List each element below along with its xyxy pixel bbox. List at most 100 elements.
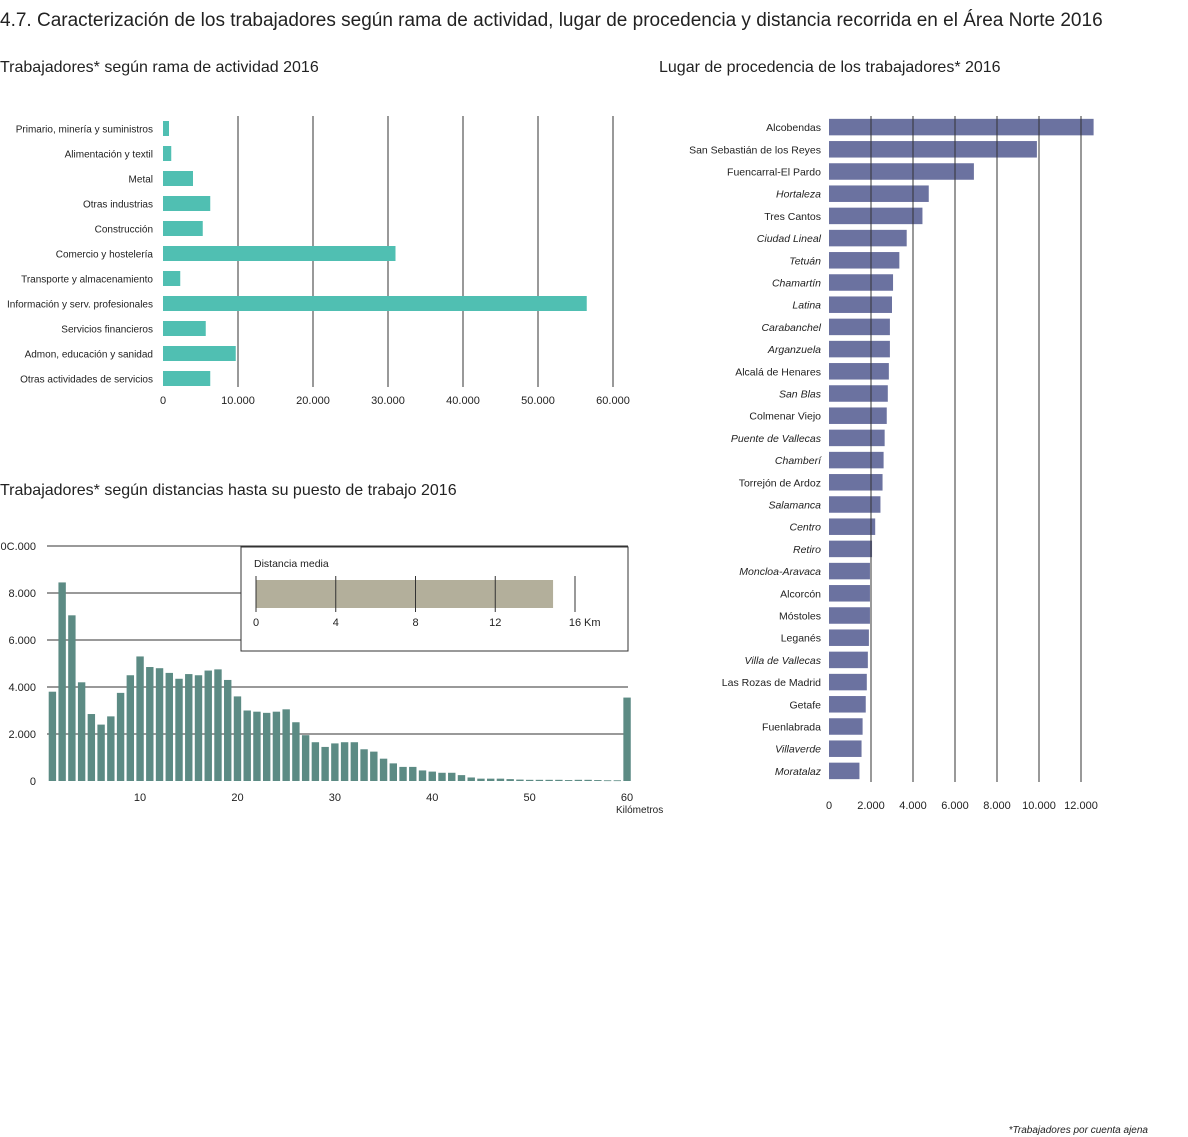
- distance-bar: [623, 697, 631, 781]
- distance-bar: [126, 675, 135, 781]
- origin-bar: [829, 718, 863, 735]
- distance-bar: [496, 778, 505, 781]
- origin-bar: [829, 629, 869, 646]
- distance-bar: [399, 766, 407, 781]
- activity-category-label: Otras industrias: [83, 200, 153, 211]
- origin-category-label: Latina: [792, 300, 821, 312]
- activity-category-label: Construcción: [95, 225, 153, 236]
- origin-category-label: Alcobendas: [766, 122, 821, 134]
- distance-bar: [301, 735, 310, 781]
- activity-bar: [163, 346, 236, 361]
- origin-category-label: Villa de Vallecas: [745, 655, 822, 667]
- origin-chart-title: Lugar de procedencia de los trabajadores…: [659, 59, 1001, 76]
- activity-x-tick-label: 20.000: [296, 395, 330, 407]
- distance-bar: [428, 771, 436, 781]
- origin-category-label: Getafe: [789, 699, 821, 711]
- origin-bar: [829, 318, 890, 336]
- activity-bar: [163, 271, 181, 286]
- origin-category-label: Torrejón de Ardoz: [739, 477, 821, 489]
- distance-bar: [535, 779, 544, 781]
- inset-tick-label: 4: [333, 617, 339, 629]
- origin-category-label: Puente de Vallecas: [731, 433, 822, 445]
- origin-category-label: Moncloa-Aravaca: [739, 566, 821, 578]
- distance-bar: [136, 656, 144, 781]
- distance-bar: [272, 711, 281, 781]
- origin-category-label: Villaverde: [775, 744, 821, 756]
- origin-bar: [829, 118, 1094, 136]
- distance-bar: [594, 780, 602, 781]
- origin-bar: [829, 607, 870, 624]
- activity-category-label: Otras actividades de servicios: [20, 375, 153, 386]
- origin-category-label: Tres Cantos: [764, 211, 821, 223]
- origin-bar: [829, 518, 876, 535]
- distance-bar: [107, 716, 115, 781]
- distance-bar: [438, 772, 446, 781]
- inset-title: Distancia media: [254, 558, 329, 570]
- distance-y-tick-label: 4.000: [8, 682, 36, 694]
- origin-category-label: Leganés: [781, 633, 821, 645]
- distance-y-tick-label: 6.000: [8, 635, 36, 647]
- origin-category-label: Carabanchel: [761, 322, 821, 334]
- activity-bar: [163, 121, 169, 136]
- origin-bar: [829, 207, 923, 225]
- activity-bar: [163, 296, 587, 311]
- origin-bar: [829, 496, 881, 513]
- activity-x-tick-label: 50.000: [521, 395, 555, 407]
- distance-bar: [584, 779, 592, 781]
- distance-y-tick-label: 8.000: [8, 588, 36, 600]
- origin-bar: [829, 407, 887, 424]
- distance-bar: [418, 770, 427, 781]
- origin-bar: [829, 340, 890, 358]
- inset-tick-label: 12: [489, 617, 501, 629]
- distance-bar: [321, 746, 329, 781]
- distance-bar: [555, 779, 563, 781]
- activity-chart: 0 10.000 20.000 30.000 40.000 50.000 60.000 Pri…: [7, 116, 630, 407]
- distance-bar: [233, 696, 242, 781]
- distance-x-tick-label: 20: [231, 792, 243, 804]
- activity-chart-title: Trabajadores* según rama de actividad 20…: [0, 59, 319, 76]
- origin-bar: [829, 673, 867, 691]
- activity-x-tick-label: 60.000: [596, 395, 630, 407]
- activity-category-label: Información y serv. profesionales: [7, 300, 153, 311]
- distance-y-tick-label: 0: [30, 776, 36, 788]
- distance-bar: [58, 582, 66, 781]
- origin-category-label: San Sebastián de los Reyes: [689, 144, 821, 156]
- origin-bar: [829, 296, 892, 313]
- origin-bar: [829, 163, 974, 180]
- distance-bar: [262, 712, 271, 781]
- distance-bar: [564, 780, 573, 781]
- origin-category-label: Arganzuela: [767, 344, 821, 356]
- activity-x-tick-label: 0: [160, 395, 166, 407]
- origin-chart: Alcobendas San Sebastián de los Reyes Fuen…: [689, 116, 1098, 812]
- origin-x-tick-label: 2.000: [857, 800, 885, 812]
- origin-x-tick-label: 6.000: [941, 800, 969, 812]
- distance-bar: [448, 772, 456, 781]
- distance-bar: [68, 615, 76, 781]
- origin-category-label: Hortaleza: [776, 189, 821, 201]
- origin-category-label: Salamanca: [768, 500, 821, 512]
- origin-category-label: Tetuán: [789, 255, 821, 267]
- origin-bar: [829, 229, 907, 247]
- distance-bar: [194, 675, 203, 781]
- inset-tick-label: 8: [412, 617, 418, 629]
- distance-bar: [224, 679, 232, 781]
- activity-bar: [163, 196, 211, 211]
- origin-bar: [829, 451, 884, 469]
- origin-bar: [829, 429, 885, 447]
- distance-bar: [243, 710, 251, 781]
- origin-category-label: Fuencarral-El Pardo: [727, 167, 821, 179]
- activity-category-label: Metal: [129, 175, 153, 186]
- activity-x-tick-label: 10.000: [221, 395, 255, 407]
- distance-x-tick-label: 50: [524, 792, 536, 804]
- distance-bar: [603, 780, 612, 782]
- activity-x-tick-label: 30.000: [371, 395, 405, 407]
- origin-category-label: Chamberí: [775, 455, 822, 467]
- distance-y-tick-label: 2.000: [8, 729, 36, 741]
- origin-x-tick-label: 0: [826, 800, 832, 812]
- distance-bar: [175, 678, 183, 781]
- activity-category-label: Servicios financieros: [61, 325, 153, 336]
- origin-bar: [829, 363, 889, 380]
- distance-bar: [292, 722, 300, 781]
- distance-bar: [457, 775, 466, 781]
- distance-bar: [487, 778, 495, 781]
